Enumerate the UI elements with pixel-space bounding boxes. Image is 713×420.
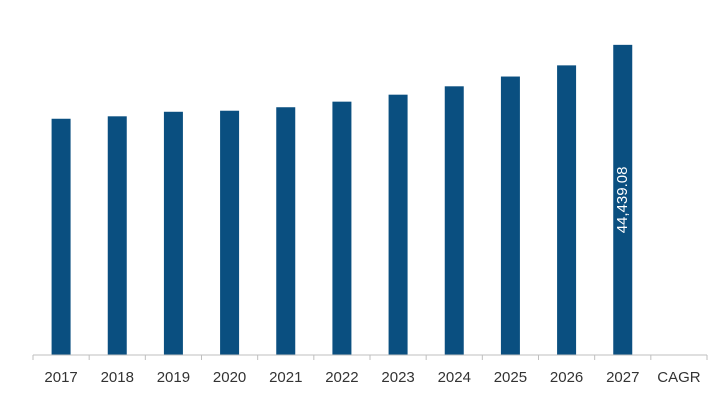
bar-2020 — [220, 110, 240, 356]
x-tick-label-2017: 2017 — [44, 369, 77, 386]
x-tick-label-2021: 2021 — [269, 369, 302, 386]
x-tick-label-2022: 2022 — [325, 369, 358, 386]
bars-group — [51, 44, 633, 356]
bar-2021 — [276, 107, 296, 355]
x-axis-tick-labels: 2017 2018 2019 2020 2021 2022 2023 2024 2025 2026… — [44, 369, 700, 386]
x-axis-ticks — [32, 355, 708, 360]
x-tick-label-2024: 2024 — [438, 369, 471, 386]
bar-2017 — [51, 118, 71, 355]
x-tick-label-cagr: CAGR — [657, 369, 701, 386]
bar-2023 — [388, 94, 408, 355]
data-labels-group: 44,439.08 — [614, 167, 631, 234]
bar-2027 — [613, 44, 633, 355]
bar-2024 — [444, 86, 464, 355]
bar-2018 — [107, 116, 127, 355]
x-tick-label-2018: 2018 — [101, 369, 134, 386]
bar-2019 — [163, 111, 183, 356]
bar-2022 — [332, 101, 352, 355]
x-tick-label-2023: 2023 — [381, 369, 414, 386]
x-tick-label-2019: 2019 — [157, 369, 190, 386]
bar-2026 — [557, 65, 577, 355]
x-tick-label-2026: 2026 — [550, 369, 583, 386]
data-label-2027: 44,439.08 — [614, 167, 631, 234]
bar-2025 — [500, 76, 520, 355]
x-tick-label-2020: 2020 — [213, 369, 246, 386]
x-tick-label-2025: 2025 — [494, 369, 527, 386]
x-tick-label-2027: 2027 — [606, 369, 639, 386]
